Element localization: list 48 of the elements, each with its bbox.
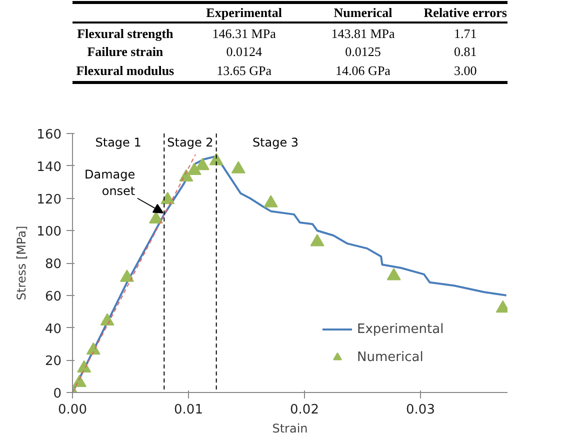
y-tick-label: 60 (44, 289, 62, 304)
y-axis-title: Stress [MPa] (14, 226, 29, 300)
y-tick-label: 20 (44, 354, 62, 370)
annotation: Stage 1 (95, 136, 142, 150)
x-tick-label: 0.00 (58, 402, 87, 418)
x-tick-label: 0.03 (406, 402, 435, 418)
annotation: Stage 2 (167, 136, 214, 150)
text: 0.81 (454, 44, 477, 59)
legend-label: Numerical (357, 350, 424, 364)
text: Experimental (206, 5, 282, 20)
x-tick-label: 0.01 (174, 402, 203, 418)
y-tick-label: 160 (36, 128, 62, 142)
point (195, 158, 210, 170)
point (231, 161, 246, 174)
text: Relative errors (424, 5, 507, 20)
point (77, 360, 92, 372)
point (120, 270, 134, 282)
text: 146.31 MPa (212, 26, 276, 41)
x-tick-label: 0.02 (290, 402, 319, 418)
point (149, 211, 164, 224)
text: 13.65 GPa (216, 63, 272, 78)
point (100, 313, 114, 326)
x-axis-title: Strain (272, 422, 308, 436)
annotation: Stage 3 (252, 136, 299, 150)
text: Failure strain (87, 44, 164, 59)
annotation: Damage onset (84, 167, 136, 198)
text: 1.71 (454, 26, 477, 41)
point (264, 195, 278, 208)
text: 3.00 (454, 63, 477, 78)
point (386, 268, 401, 280)
text: Flexural modulus (76, 63, 174, 78)
point (86, 342, 100, 355)
text: 14.06 GPa (336, 63, 391, 78)
y-tick-label: 140 (36, 160, 62, 175)
text: Numerical (334, 5, 393, 20)
legend-label: Experimental (357, 322, 444, 336)
text: 0.0125 (345, 44, 381, 59)
text: Flexural strength (77, 26, 174, 41)
y-tick-label: 80 (44, 257, 62, 272)
y-tick-label: 100 (36, 224, 62, 240)
point (310, 234, 324, 246)
y-tick-label: 120 (36, 192, 62, 208)
text: 0.0124 (226, 44, 262, 59)
point (160, 192, 175, 204)
text: 143.81 MPa (331, 26, 396, 41)
y-tick-label: 0 (53, 386, 62, 402)
point (187, 162, 202, 175)
y-tick-label: 40 (44, 322, 62, 337)
